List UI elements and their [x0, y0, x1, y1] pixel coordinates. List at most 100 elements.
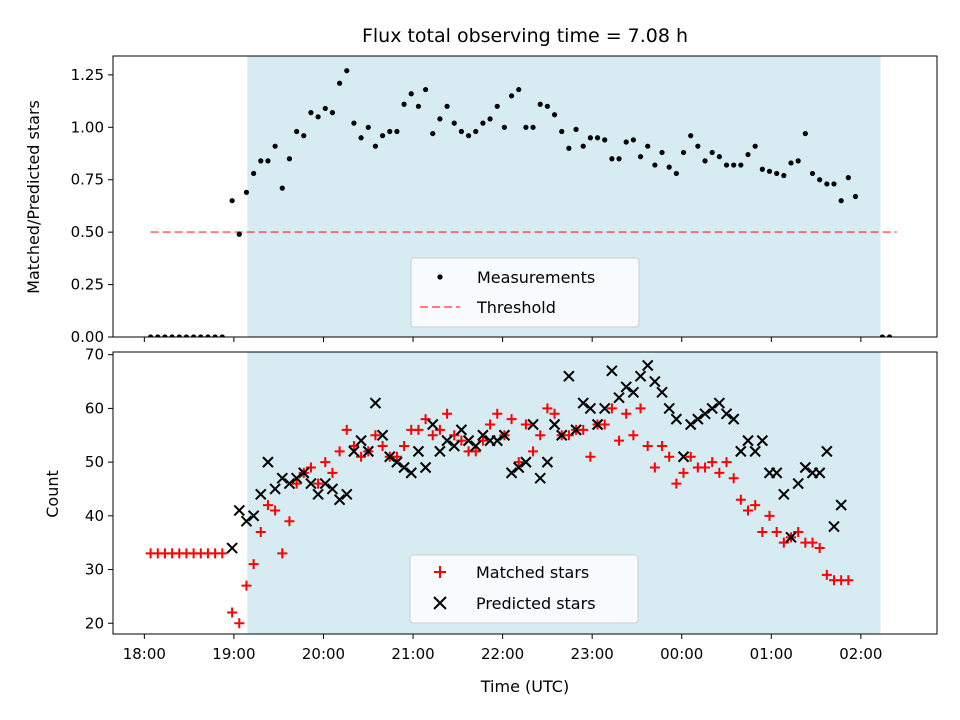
measurement-point	[487, 116, 493, 122]
measurement-point	[437, 116, 443, 122]
measurement-point	[394, 128, 400, 135]
measurement-point	[551, 112, 558, 118]
measurement-point	[322, 105, 328, 112]
predicted-star-point	[556, 429, 568, 441]
predicted-star-point	[835, 499, 847, 511]
predicted-star-point	[348, 445, 360, 458]
predicted-star-point	[591, 418, 604, 431]
predicted-star-point	[799, 461, 812, 474]
matched-star-point	[370, 430, 381, 441]
measurement-point	[272, 143, 278, 149]
predicted-star-point	[369, 397, 382, 409]
matched-star-point	[685, 451, 696, 462]
top-series-1	[148, 68, 893, 337]
predicted-star-point	[785, 531, 797, 544]
measurement-point	[219, 334, 225, 337]
matched-star-point	[614, 435, 625, 446]
predicted-star-point	[599, 402, 611, 415]
measurement-point	[516, 86, 522, 93]
measurement-point	[824, 181, 830, 187]
measurement-point	[645, 143, 651, 149]
predicted-star-point	[355, 434, 367, 447]
matched-star-point	[757, 526, 768, 537]
predicted-star-point	[706, 402, 718, 415]
matched-star-point	[420, 414, 431, 425]
predicted-star-point	[233, 504, 245, 517]
top-y-tick-label: 1.25	[71, 66, 104, 84]
measurement-point	[630, 137, 636, 143]
matched-star-point	[241, 580, 252, 591]
matched-star-point	[305, 462, 316, 473]
matched-star-point	[707, 457, 718, 468]
matched-star-point	[735, 494, 746, 505]
measurement-point	[458, 128, 465, 135]
predicted-star-point	[699, 408, 711, 420]
bottom-y-tick-label: 40	[85, 507, 104, 525]
matched-star-point	[434, 424, 445, 435]
predicted-star-point	[283, 477, 296, 490]
predicted-star-point	[527, 418, 539, 431]
bottom-y-tick-label: 20	[85, 614, 104, 632]
predicted-star-point	[427, 418, 439, 431]
x-tick-label: 21:00	[391, 645, 434, 663]
measurement-point	[205, 334, 211, 337]
matched-star-point	[649, 462, 660, 473]
measurement-point	[623, 139, 629, 145]
top-y-axis-label: Matched/Predicted stars	[24, 100, 43, 294]
x-tick-label: 19:00	[212, 645, 255, 663]
matched-star-point	[485, 419, 496, 430]
matched-star-point	[714, 467, 725, 478]
top-y-tick-label: 0.00	[71, 328, 104, 346]
predicted-star-point	[269, 483, 281, 495]
bottom-y-tick-label: 50	[85, 453, 104, 471]
matched-star-point	[449, 430, 460, 441]
measurement-point	[637, 154, 644, 160]
measurement-point	[788, 160, 794, 166]
predicted-star-point	[376, 429, 389, 441]
measurement-point	[176, 334, 182, 337]
matched-star-point	[778, 537, 789, 548]
predicted-star-point	[498, 429, 511, 441]
predicted-star-point	[491, 434, 503, 447]
legend-threshold-label: Threshold	[476, 298, 556, 317]
measurement-point	[243, 189, 250, 195]
measurement-point	[680, 149, 687, 156]
measurement-point	[530, 124, 536, 130]
matched-star-point	[320, 457, 331, 468]
matched-star-point	[535, 430, 546, 441]
matched-star-point	[743, 505, 754, 516]
top-legend-box	[410, 257, 640, 328]
predicted-star-point	[262, 456, 274, 468]
predicted-star-point	[247, 510, 260, 522]
matched-star-point	[284, 516, 295, 527]
measurement-point	[774, 170, 780, 177]
matched-star-point	[470, 446, 481, 457]
legend-matched-marker	[434, 566, 446, 578]
measurement-point	[659, 149, 665, 156]
measurement-point	[155, 334, 161, 337]
measurement-point	[337, 80, 343, 86]
matched-star-point	[313, 478, 324, 489]
matched-star-point	[599, 419, 610, 430]
measurement-point	[766, 168, 773, 174]
measurement-point	[473, 128, 479, 135]
predicted-star-point	[240, 515, 253, 527]
matched-star-point	[262, 500, 273, 511]
measurement-point	[315, 114, 321, 120]
predicted-star-point	[534, 472, 546, 484]
predicted-star-point	[405, 467, 417, 479]
measurement-point	[559, 128, 565, 135]
matched-star-point	[721, 457, 732, 468]
measurement-point	[544, 103, 550, 109]
predicted-star-point	[455, 424, 468, 436]
measurement-point	[537, 101, 543, 107]
measurement-point	[752, 143, 758, 149]
matched-star-point	[807, 537, 818, 548]
predicted-star-point	[627, 386, 640, 398]
matched-star-point	[814, 543, 825, 554]
predicted-star-point	[462, 434, 475, 447]
bottom-legend: Matched stars Predicted stars	[409, 554, 639, 624]
predicted-star-point	[727, 413, 740, 425]
legend-predicted-marker	[433, 596, 447, 610]
